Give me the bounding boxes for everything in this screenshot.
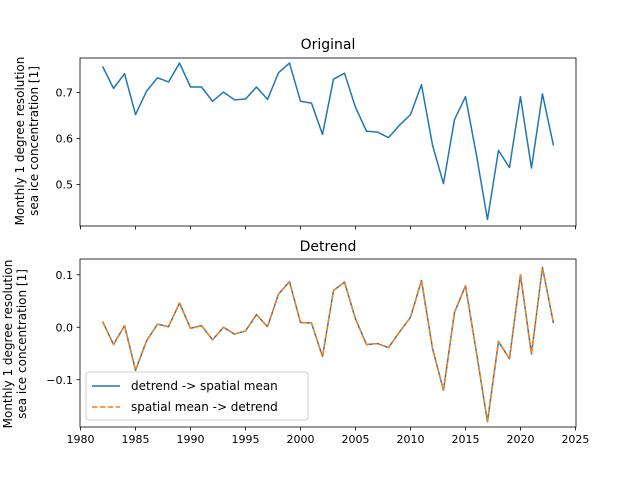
detrend-x-tick-label: 2005 <box>341 433 369 446</box>
detrend-y-tick-label: 0.1 <box>56 269 74 282</box>
detrend-axes-frame <box>79 258 577 428</box>
detrend-x-tick-label: 1990 <box>177 433 205 446</box>
original-plot-area: 0.5 0.6 0.7 <box>56 62 576 230</box>
detrend-series-2-line <box>101 266 555 423</box>
legend-box <box>85 371 309 421</box>
original-series-1-line <box>101 62 555 221</box>
original-panel: Original Monthly 1 degree resolution sea… <box>13 37 577 230</box>
detrend-plot-area: 1980 1985 1990 1995 2000 2005 2010 2015 2020 2025… <box>46 266 589 446</box>
detrend-x-tick-label: 2015 <box>451 433 479 446</box>
legend-label-series-1: detrend -> spatial mean <box>131 379 278 393</box>
original-y-tick-label: 0.7 <box>56 87 74 100</box>
original-y-tick-label: 0.5 <box>56 179 74 192</box>
detrend-y-tick-label: −0.1 <box>46 374 73 387</box>
detrend-x-tick-label: 2025 <box>561 433 589 446</box>
original-title: Original <box>301 37 356 53</box>
original-ylabel-line1: Monthly 1 degree resolution <box>13 57 27 226</box>
legend-label-series-2: spatial mean -> detrend <box>131 400 278 414</box>
detrend-x-tick-label: 2000 <box>287 433 315 446</box>
original-y-tick-label: 0.6 <box>56 133 74 146</box>
detrend-ylabel-line1: Monthly 1 degree resolution <box>1 260 15 429</box>
detrend-x-tick-label: 1980 <box>67 433 95 446</box>
detrend-y-tick-label: 0.0 <box>56 321 74 334</box>
detrend-x-tick-label: 2020 <box>506 433 534 446</box>
detrend-x-tick-label: 1995 <box>232 433 260 446</box>
detrend-x-tick-label: 2010 <box>396 433 424 446</box>
detrend-panel: Detrend Monthly 1 degree resolution sea … <box>1 239 589 446</box>
detrend-title: Detrend <box>300 239 357 255</box>
detrend-x-tick-label: 1985 <box>122 433 150 446</box>
original-ylabel-line2: sea ice concentration [1] <box>27 66 41 216</box>
original-axes-frame <box>79 57 577 227</box>
detrend-ylabel-line2: sea ice concentration [1] <box>15 269 29 419</box>
legend: detrend -> spatial mean spatial mean -> … <box>85 371 309 421</box>
